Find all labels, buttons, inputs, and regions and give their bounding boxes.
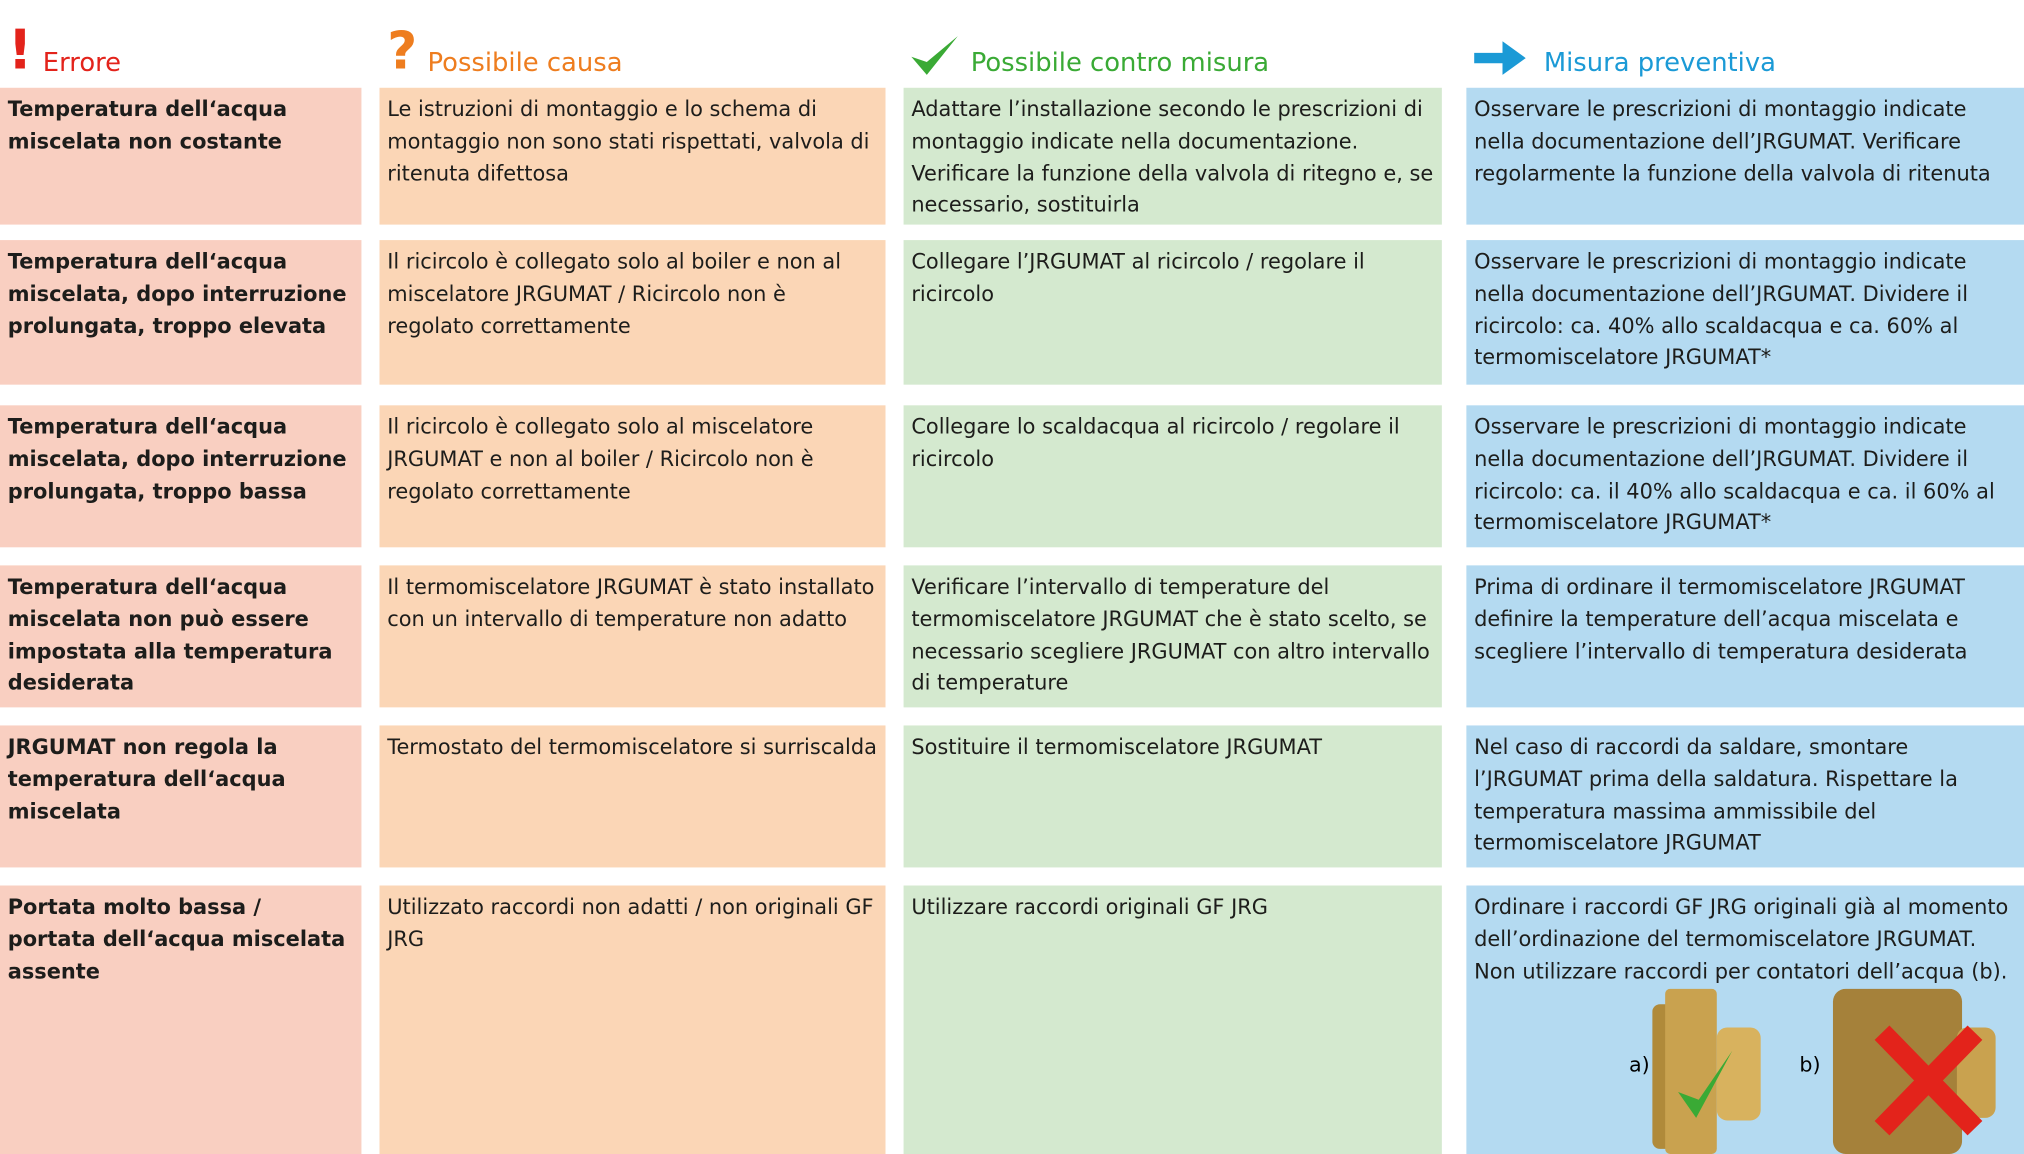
table-cell: Adattare l’installazione secondo le pres… <box>903 87 1442 225</box>
table-cell: Collegare l’JRGUMAT al ricircolo / regol… <box>903 240 1442 385</box>
table-cell: Prima di ordinare il termomiscelatore JR… <box>1466 565 2024 708</box>
table-cell: Nel caso di raccordi da saldare, smontar… <box>1466 725 2024 868</box>
image-label: a) <box>1629 1052 1650 1077</box>
header-text: Possibile contro misura <box>970 46 1270 78</box>
arrow-icon <box>1474 41 1526 75</box>
table-cell: Utilizzato raccordi non adatti / non ori… <box>379 885 886 1154</box>
table-cell: Osservare le prescrizioni di montaggio i… <box>1466 240 2024 385</box>
image-label: b) <box>1799 1052 1821 1077</box>
fittings-image <box>1652 988 1996 1154</box>
table-cell: Il ricircolo è collegato solo al miscela… <box>379 405 886 548</box>
table-cell: Osservare le prescrizioni di montaggio i… <box>1466 405 2024 548</box>
check-icon <box>911 36 958 75</box>
table-cell: Le istruzioni di montaggio e lo schema d… <box>379 87 886 225</box>
table-cell: Il ricircolo è collegato solo al boiler … <box>379 240 886 385</box>
table-cell: Temperatura dell‘acqua miscelata, dopo i… <box>0 240 362 385</box>
header-text: Errore <box>42 46 122 78</box>
header-countermeasure: Possibile contro misura <box>909 18 1269 77</box>
header-cause: ? Possibile causa <box>387 21 623 82</box>
table-cell: Portata molto bassa / portata dell‘acqua… <box>0 885 362 1154</box>
header-text: Misura preventiva <box>1543 46 1776 78</box>
table-cell: Ordinare i raccordi GF JRG originali già… <box>1466 885 2024 1154</box>
header-preventive: Misura preventiva <box>1474 18 1776 77</box>
table-cell: Verificare l’intervallo di temperature d… <box>903 565 1442 708</box>
table-cell: Temperatura dell‘acqua miscelata non cos… <box>0 87 362 225</box>
header-text: Possibile causa <box>427 46 623 78</box>
table-cell: Termostato del termomiscelatore si surri… <box>379 725 886 868</box>
table-cell: Temperatura dell‘acqua miscelata non può… <box>0 565 362 708</box>
table-cell: Utilizzare raccordi originali GF JRG <box>903 885 1442 1154</box>
table-cell: Temperatura dell‘acqua miscelata, dopo i… <box>0 405 362 548</box>
table-cell: Osservare le prescrizioni di montaggio i… <box>1466 87 2024 225</box>
table-cell: JRGUMAT non regola la temperatura dell‘a… <box>0 725 362 868</box>
header-error: ! Errore <box>7 18 122 82</box>
table-cell: Collegare lo scaldacqua al ricircolo / r… <box>903 405 1442 548</box>
table-cell: Il termomiscelatore JRGUMAT è stato inst… <box>379 565 886 708</box>
table-cell: Sostituire il termomiscelatore JRGUMAT <box>903 725 1442 868</box>
